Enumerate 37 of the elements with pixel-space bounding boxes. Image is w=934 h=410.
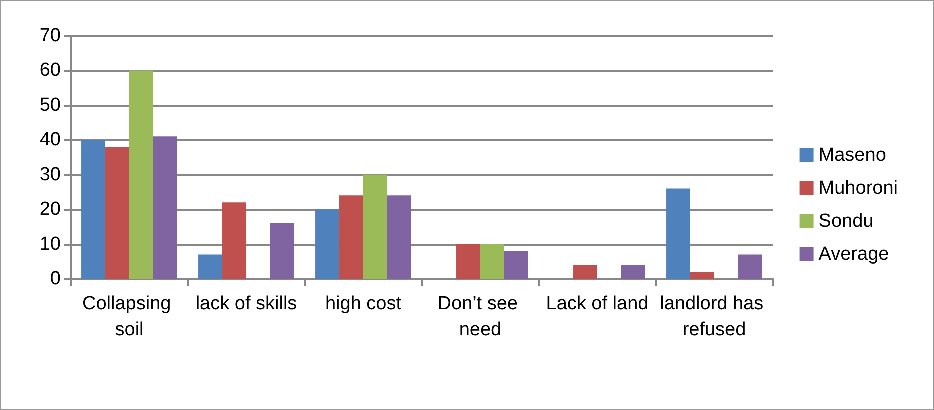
bar [480,244,504,279]
bar [198,254,223,279]
legend-label: Muhoroni [818,178,898,199]
bar [738,254,762,279]
legend-label: Maseno [818,145,886,166]
bar [82,140,106,279]
bar [316,210,340,279]
x-tick-label: Lack of land [546,294,649,314]
y-tick-label: 70 [40,26,61,46]
bar [130,70,154,279]
x-tick-label: Don’t see need [438,294,524,340]
y-tick-label: 0 [50,268,61,290]
bar [456,244,480,279]
bar [153,136,178,279]
bar [574,265,598,279]
y-tick-label: 10 [40,234,61,255]
x-tick-label: landlord has refused [660,294,769,340]
bar [504,251,528,279]
y-tick-label: 30 [40,164,61,186]
bar [666,188,691,279]
y-tick-label: 40 [40,130,61,151]
y-tick-label: 50 [40,94,61,116]
x-tick-label: Collapsing soil [82,294,176,340]
x-tick-label: high cost [325,294,402,314]
legend-label: Sondu [818,211,874,232]
bar [387,196,412,279]
bar [106,147,130,279]
bar [621,265,646,279]
bar [364,174,388,279]
y-tick-label: 20 [40,199,61,220]
bar [222,202,246,279]
y-tick-label: 60 [40,60,61,82]
bar [690,272,714,279]
legend-label: Average [818,244,890,265]
bar [340,196,364,279]
bar [270,223,294,279]
x-tick-label: lack of skills [196,294,298,314]
